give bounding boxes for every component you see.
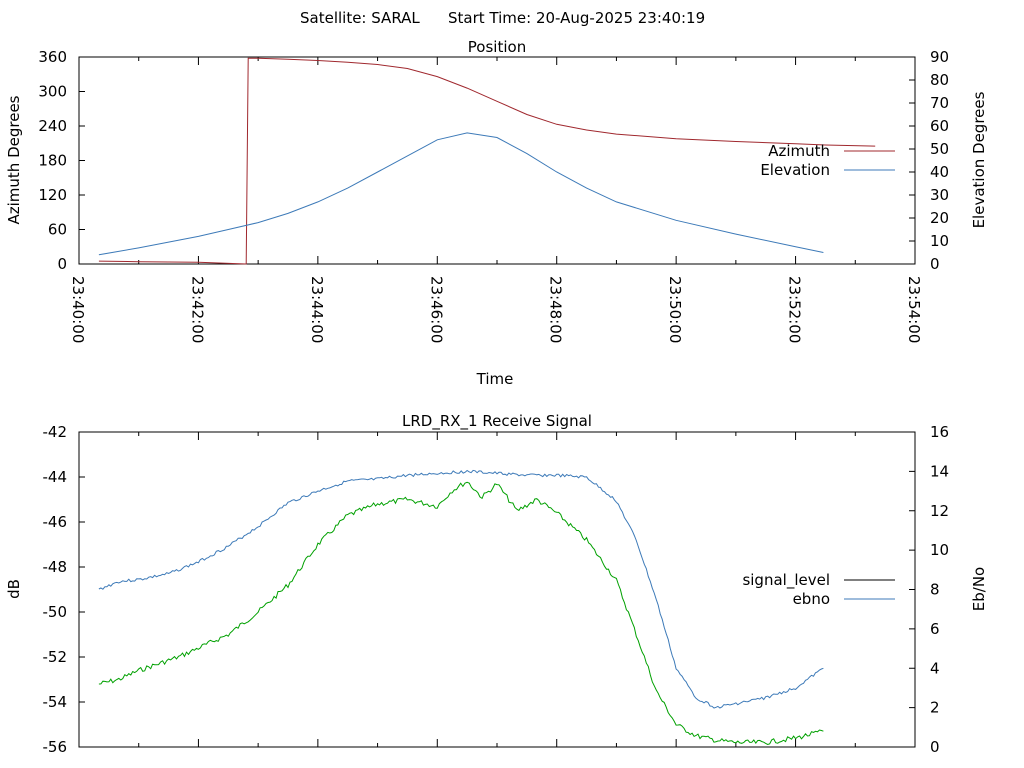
right-tick-label: 0	[930, 738, 940, 756]
right-tick-label: 10	[930, 232, 949, 250]
signal-series	[98, 469, 824, 746]
right-tick-label: 70	[930, 94, 949, 112]
right-tick-label: 2	[930, 699, 940, 717]
right-tick-label: 30	[930, 186, 949, 204]
legend-ebno-label: ebno	[793, 590, 830, 608]
left-tick-label: -54	[43, 693, 68, 711]
left-tick-label: 60	[48, 221, 67, 239]
signal-x-axis	[78, 432, 916, 747]
right-tick-label: 8	[930, 581, 940, 599]
left-tick-label: 180	[38, 152, 67, 170]
left-tick-label: 0	[57, 255, 67, 273]
receive-signal-chart: LRD_RX_1 Receive Signal -56-54-52-50-48-…	[5, 412, 988, 756]
right-tick-label: 90	[930, 48, 949, 66]
right-tick-label: 14	[930, 462, 949, 480]
time-axis-label: Time	[476, 370, 514, 388]
position-x-axis: 23:40:00 23:42:00 23:44:00 23:46:00 23:48:00…	[69, 57, 923, 343]
position-left-axis: 0 60 120 180 240 300 360	[38, 48, 85, 273]
left-tick-label: -48	[43, 558, 68, 576]
signal-right-axis: 0 2 4 6 8 10 12 14 16	[909, 423, 949, 756]
start-time-label: Start Time: 20-Aug-2025 23:40:19	[448, 9, 705, 27]
right-tick-label: 0	[930, 255, 940, 273]
right-tick-label: 16	[930, 423, 949, 441]
right-tick-label: 40	[930, 163, 949, 181]
ebno-line	[98, 469, 824, 709]
left-tick-label: -50	[43, 603, 68, 621]
satellite-label: Satellite: SARAL	[300, 9, 420, 27]
position-chart: Position 0 60 120 180 240 300 360 0 10 20 30 40 50 6…	[5, 38, 988, 388]
left-tick-label: 360	[38, 48, 67, 66]
azimuth-line	[98, 57, 876, 265]
x-tick-label: 23:44:00	[308, 276, 326, 343]
x-tick-label: 23:40:00	[69, 276, 87, 343]
elevation-axis-label: Elevation Degrees	[970, 91, 988, 228]
right-tick-label: 80	[930, 71, 949, 89]
ebno-axis-label: Eb/No	[970, 567, 988, 611]
left-tick-label: -44	[43, 468, 68, 486]
legend-azimuth-label: Azimuth	[768, 142, 830, 160]
position-right-axis: 0 10 20 30 40 50 60 70 80 90	[909, 48, 949, 273]
signal-plot-frame	[78, 431, 916, 748]
position-chart-title: Position	[468, 38, 526, 56]
legend-signal-level-label: signal_level	[742, 571, 830, 590]
x-tick-label: 23:52:00	[786, 276, 804, 343]
db-axis-label: dB	[5, 579, 23, 599]
left-tick-label: 240	[38, 117, 67, 135]
x-tick-label: 23:50:00	[666, 276, 684, 343]
left-tick-label: -42	[43, 423, 68, 441]
left-tick-label: 120	[38, 186, 67, 204]
right-tick-label: 20	[930, 209, 949, 227]
right-tick-label: 10	[930, 541, 949, 559]
left-tick-label: 300	[38, 83, 67, 101]
right-tick-label: 4	[930, 659, 940, 677]
left-tick-label: -56	[43, 738, 68, 756]
signal-left-axis: -56 -54 -52 -50 -48 -46 -44 -42	[43, 423, 85, 756]
signal-chart-title: LRD_RX_1 Receive Signal	[402, 412, 592, 431]
right-tick-label: 12	[930, 502, 949, 520]
right-tick-label: 50	[930, 140, 949, 158]
right-tick-label: 6	[930, 620, 940, 638]
x-tick-label: 23:54:00	[905, 276, 923, 343]
left-tick-label: -52	[43, 648, 68, 666]
elevation-line	[98, 132, 824, 256]
left-tick-label: -46	[43, 513, 68, 531]
x-tick-label: 23:48:00	[547, 276, 565, 343]
right-tick-label: 60	[930, 117, 949, 135]
x-tick-label: 23:46:00	[427, 276, 445, 343]
signal-level-line	[98, 481, 824, 746]
azimuth-axis-label: Azimuth Degrees	[5, 95, 23, 224]
position-series	[98, 57, 876, 265]
x-tick-label: 23:42:00	[188, 276, 206, 343]
legend-elevation-label: Elevation	[760, 161, 830, 179]
